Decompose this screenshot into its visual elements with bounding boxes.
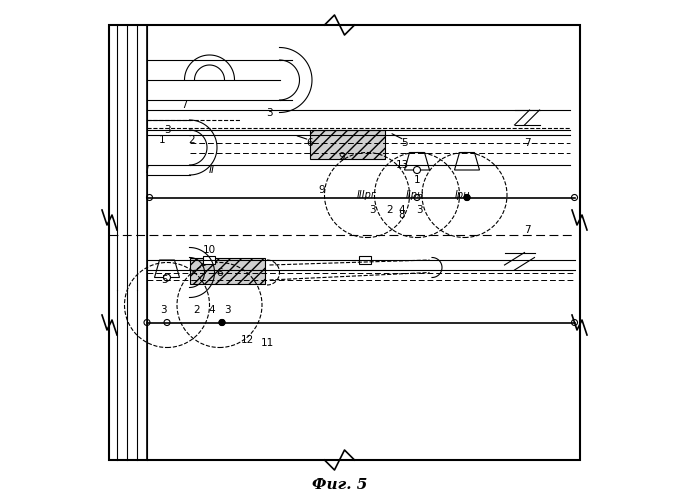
Text: 7: 7 [181,100,187,110]
Circle shape [164,274,170,281]
Text: 7: 7 [524,225,530,235]
Circle shape [164,320,170,326]
Bar [204,256,215,264]
Circle shape [219,320,225,326]
Circle shape [219,320,225,326]
Text: 5: 5 [401,138,408,147]
Text: IIIрг: IIIрг [357,190,377,200]
Text: 8: 8 [399,210,405,220]
Text: 3: 3 [369,205,375,215]
Text: 3: 3 [416,205,423,215]
Circle shape [147,194,153,200]
Bar [359,256,371,264]
Text: 3: 3 [164,125,170,135]
Text: I: I [145,165,149,175]
Text: 2: 2 [189,135,196,145]
Text: 4: 4 [399,205,405,215]
Circle shape [572,194,578,200]
Text: Фиг. 5: Фиг. 5 [312,478,367,492]
Text: 5: 5 [161,275,168,285]
Circle shape [464,194,470,200]
Text: 9: 9 [318,185,325,195]
Text: 10: 10 [203,245,216,255]
Text: IIрн: IIрн [405,190,424,200]
Text: 6: 6 [216,268,223,278]
Text: 3: 3 [160,305,167,315]
Text: 6: 6 [306,138,313,147]
Circle shape [464,194,470,200]
Circle shape [414,194,420,200]
Circle shape [144,320,150,326]
Text: II: II [209,165,215,175]
Polygon shape [310,130,384,159]
Text: 1: 1 [159,135,165,145]
Circle shape [572,320,578,326]
Text: 12: 12 [240,335,254,345]
Text: 1: 1 [414,175,420,185]
Text: Iрн: Iрн [454,190,470,200]
Text: 9: 9 [339,152,346,162]
Text: 13: 13 [395,160,409,170]
Bar [109,25,579,460]
Polygon shape [189,258,265,283]
Text: 3: 3 [266,108,273,118]
Text: 2: 2 [194,305,200,315]
Text: 7: 7 [524,138,530,147]
Text: 11: 11 [260,338,274,347]
Text: 4: 4 [208,305,215,315]
Text: 3: 3 [223,305,230,315]
Circle shape [414,166,420,173]
Text: 2: 2 [386,205,393,215]
